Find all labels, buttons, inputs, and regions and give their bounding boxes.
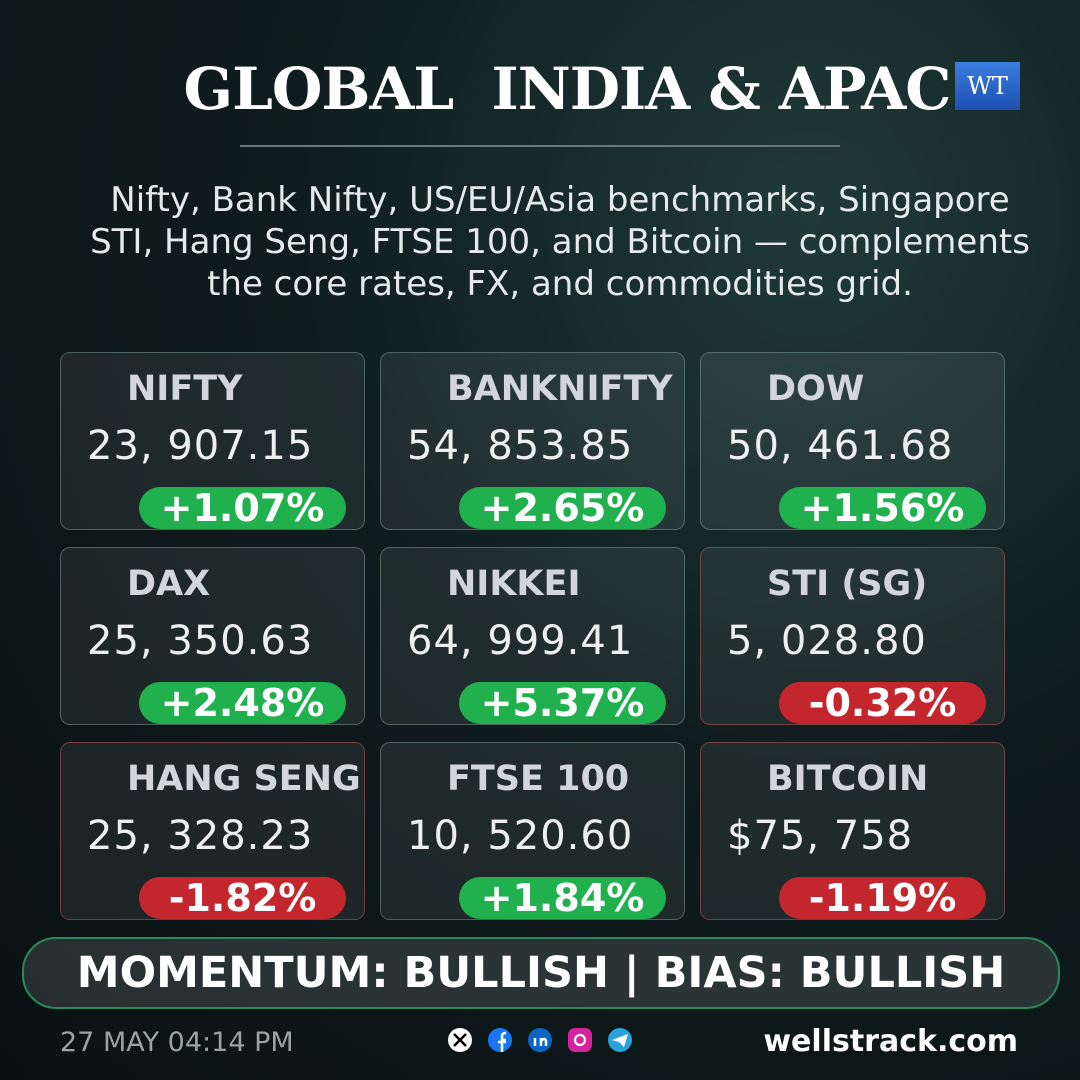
facebook-icon[interactable] — [488, 1028, 512, 1052]
index-card: NIFTY 23, 907.15 +1.07% — [60, 352, 365, 530]
index-card: HANG SENG 25, 328.23 -1.82% — [60, 742, 365, 920]
index-change: +2.65% — [459, 486, 666, 530]
subtitle-line: the core rates, FX, and commodities grid… — [207, 264, 913, 304]
index-name: NIFTY — [127, 369, 243, 409]
index-name: BANKNIFTY — [447, 369, 673, 409]
index-name: BITCOIN — [767, 759, 929, 799]
social-icons — [448, 1028, 632, 1052]
index-value: 64, 999.41 — [407, 618, 634, 664]
index-value: 5, 028.80 — [727, 618, 927, 664]
index-name: NIKKEI — [447, 564, 581, 604]
index-value: 54, 853.85 — [407, 423, 634, 469]
index-card: FTSE 100 10, 520.60 +1.84% — [380, 742, 685, 920]
index-value: 25, 350.63 — [87, 618, 314, 664]
subtitle-line: STI, Hang Seng, FTSE 100, and Bitcoin — … — [90, 222, 1030, 262]
index-change: +1.56% — [779, 486, 986, 530]
index-name: DOW — [767, 369, 865, 409]
index-value: 50, 461.68 — [727, 423, 954, 469]
facebook-glyph — [498, 1031, 507, 1052]
linkedin-glyph — [533, 1037, 548, 1046]
index-change: -1.19% — [779, 876, 986, 920]
index-name: STI (SG) — [767, 564, 928, 604]
timestamp: 27 MAY 04:14 PM — [60, 1027, 294, 1058]
index-change: +1.07% — [139, 486, 346, 530]
banner: MOMENTUM: BULLISH | BIAS: BULLISH — [22, 937, 1060, 1009]
index-change: -1.82% — [139, 876, 346, 920]
index-value: 25, 328.23 — [87, 813, 314, 859]
index-card: STI (SG) 5, 028.80 -0.32% — [700, 547, 1005, 725]
index-value: 23, 907.15 — [87, 423, 314, 469]
website[interactable]: wellstrack.com — [763, 1024, 1018, 1059]
index-value: $75, 758 — [727, 813, 914, 859]
instagram-glyph — [573, 1033, 587, 1047]
subtitle-line: Nifty, Bank Nifty, US/EU/Asia benchmarks… — [110, 180, 1010, 220]
divider — [240, 145, 840, 147]
logo: WT — [955, 62, 1020, 110]
instagram-icon[interactable] — [568, 1028, 592, 1052]
index-card: BITCOIN $75, 758 -1.19% — [700, 742, 1005, 920]
index-name: DAX — [127, 564, 211, 604]
index-name: FTSE 100 — [447, 759, 630, 799]
index-value: 10, 520.60 — [407, 813, 634, 859]
x-glyph — [453, 1033, 467, 1047]
index-change: +5.37% — [459, 681, 666, 725]
title: GLOBAL INDIA & APAC — [183, 55, 952, 123]
index-card: NIKKEI 64, 999.41 +5.37% — [380, 547, 685, 725]
index-change: +2.48% — [139, 681, 346, 725]
index-name: HANG SENG — [127, 759, 361, 799]
index-card: DAX 25, 350.63 +2.48% — [60, 547, 365, 725]
index-change: -0.32% — [779, 681, 986, 725]
index-change: +1.84% — [459, 876, 666, 920]
index-card: DOW 50, 461.68 +1.56% — [700, 352, 1005, 530]
telegram-glyph — [612, 1034, 628, 1047]
index-card: BANKNIFTY 54, 853.85 +2.65% — [380, 352, 685, 530]
